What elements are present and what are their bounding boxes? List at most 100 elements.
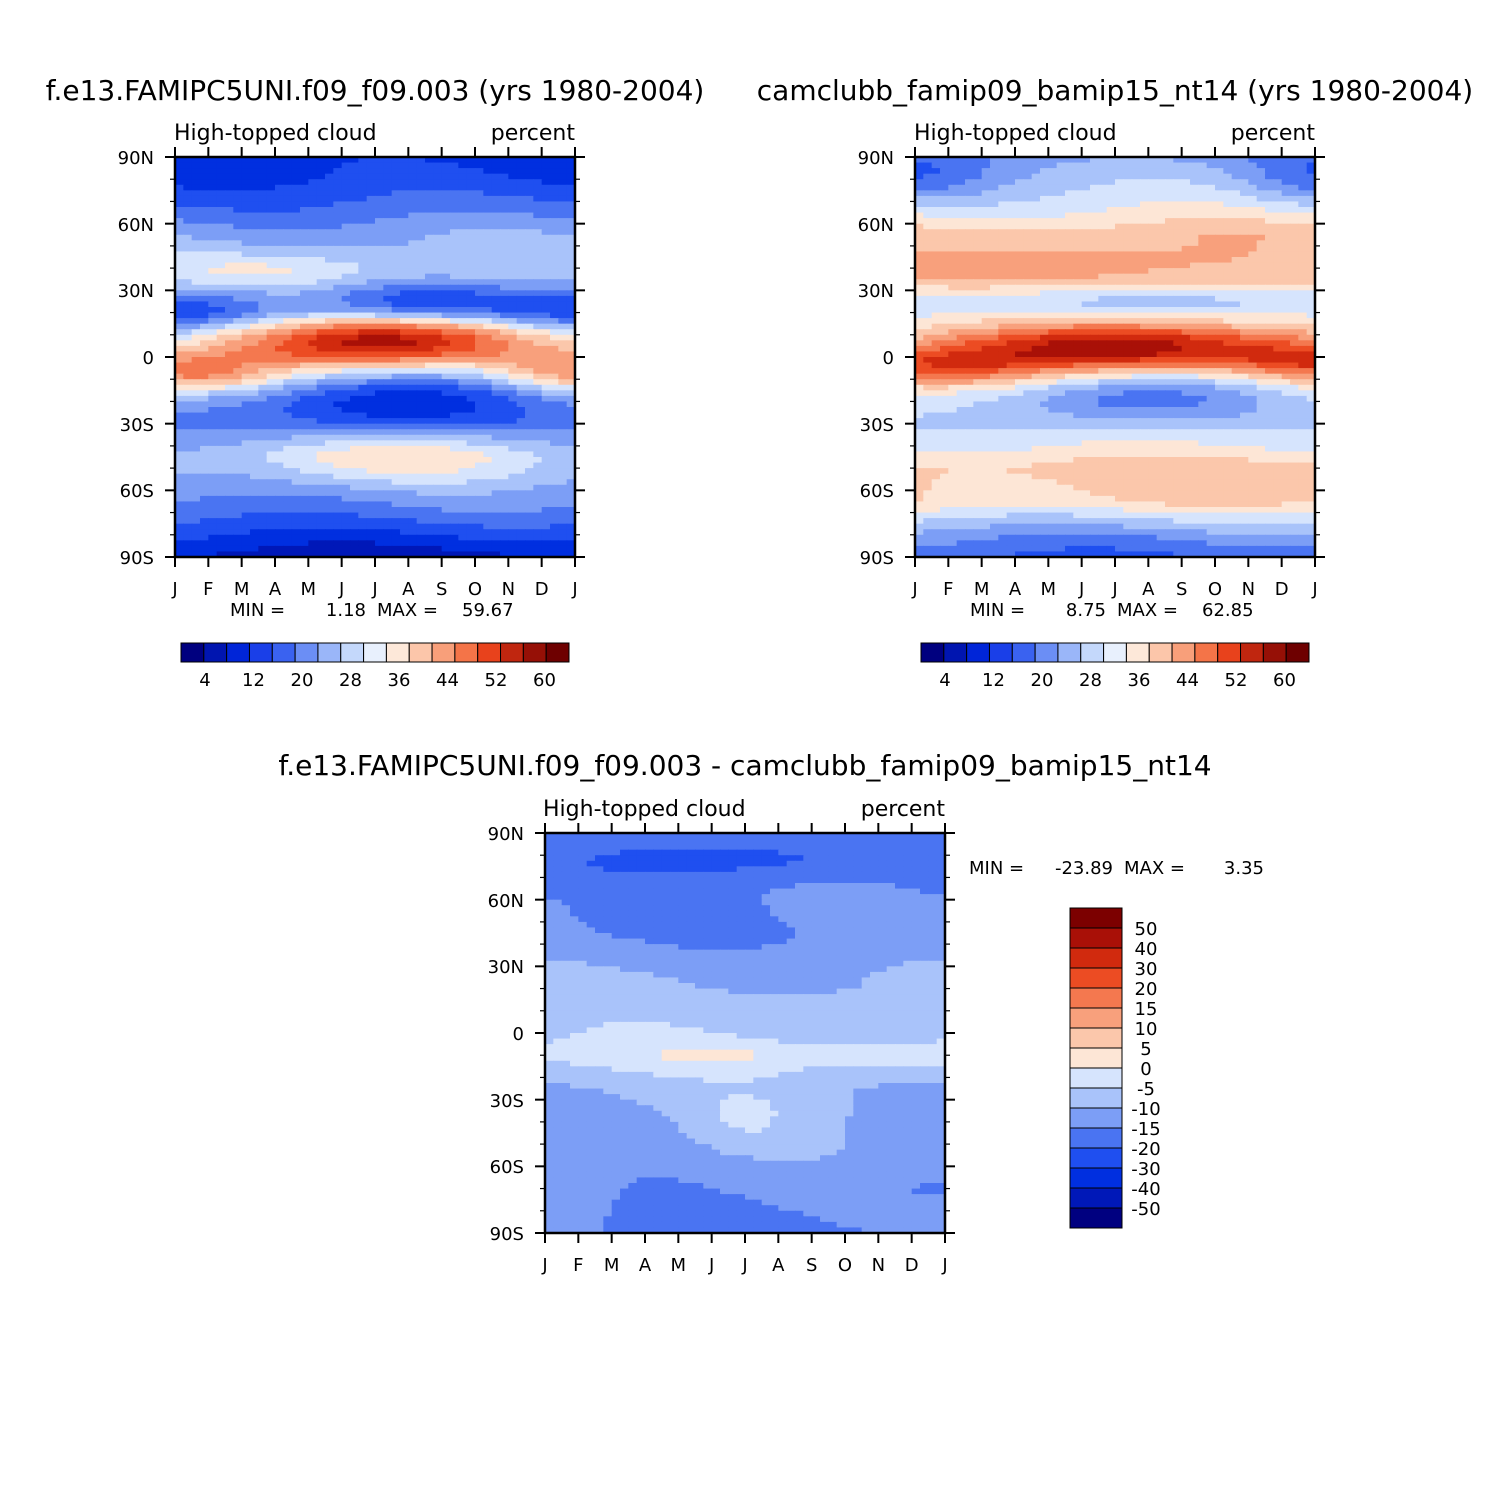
contour-cell: [1273, 207, 1283, 214]
contour-cell: [408, 295, 418, 303]
contour-cell: [541, 334, 551, 341]
contour-cell: [491, 445, 501, 453]
contour-cell: [400, 323, 409, 330]
contour-cell: [258, 168, 268, 175]
contour-cell: [408, 273, 418, 280]
contour-cell: [408, 284, 418, 291]
contour-cell: [341, 440, 351, 447]
contour-cell: [350, 457, 359, 464]
contour-cell: [175, 179, 184, 186]
contour-cell: [1106, 284, 1116, 291]
panel-1-colorbar-labels: 4 12 20 28 36 44 52 60: [199, 670, 556, 691]
contour-cell: [466, 379, 476, 386]
contour-cell: [1081, 251, 1091, 258]
contour-cell: [1281, 195, 1291, 203]
contour-cell: [990, 312, 999, 319]
contour-cell: [400, 279, 409, 286]
contour-cell: [1073, 201, 1083, 208]
contour-cell: [275, 395, 284, 403]
contour-cell: [541, 201, 551, 208]
contour-cell: [1015, 262, 1024, 269]
contour-cell: [566, 390, 576, 397]
contour-cell: [175, 512, 184, 519]
contour-cell: [1248, 245, 1258, 253]
contour-cell: [433, 523, 443, 530]
contour-cell: [241, 457, 251, 464]
contour-cell: [1231, 207, 1241, 214]
colorbar-swatch: [363, 642, 387, 663]
contour-cell: [316, 240, 326, 247]
contour-cell: [241, 445, 251, 453]
contour-cell: [366, 507, 376, 514]
contour-cell: [516, 195, 526, 203]
contour-cell: [400, 307, 409, 314]
contour-cell: [275, 190, 284, 197]
panel-1-xtick: J: [571, 579, 577, 600]
contour-cell: [408, 184, 418, 191]
contour-cell: [291, 540, 301, 547]
contour-cell: [566, 468, 576, 475]
contour-cell: [175, 412, 184, 419]
contour-cell: [391, 273, 401, 280]
contour-cell: [940, 207, 949, 214]
contour-cell: [208, 329, 218, 336]
contour-cell: [1031, 245, 1041, 253]
contour-cell: [233, 545, 243, 553]
contour-cell: [191, 512, 201, 519]
contour-cell: [1056, 284, 1066, 291]
contour-cell: [200, 445, 209, 453]
contour-cell: [1248, 301, 1258, 308]
contour-cell: [516, 234, 526, 241]
contour-cell: [558, 523, 568, 530]
contour-cell: [383, 418, 393, 425]
contour-cell: [425, 418, 434, 425]
contour-cell: [1306, 290, 1316, 297]
contour-cell: [191, 407, 201, 414]
contour-cell: [241, 418, 251, 425]
contour-cell: [1006, 290, 1016, 297]
contour-cell: [291, 429, 301, 436]
contour-cell: [558, 407, 568, 414]
contour-cell: [566, 279, 576, 286]
contour-cell: [200, 262, 209, 269]
contour-cell: [191, 334, 201, 341]
contour-cell: [366, 362, 376, 369]
contour-cell: [291, 184, 301, 191]
contour-cell: [200, 345, 209, 353]
contour-cell: [956, 318, 966, 325]
contour-cell: [408, 368, 418, 375]
contour-cell: [375, 407, 384, 414]
contour-cell: [466, 157, 476, 164]
contour-cell: [1156, 218, 1166, 225]
contour-cell: [283, 434, 293, 441]
contour-cell: [466, 184, 476, 191]
contour-cell: [508, 257, 518, 264]
contour-cell: [441, 301, 451, 308]
contour-cell: [416, 529, 426, 536]
contour-cell: [333, 273, 343, 280]
contour-cell: [408, 523, 418, 530]
contour-cell: [383, 473, 393, 480]
contour-cell: [566, 223, 576, 230]
contour-cell: [541, 190, 551, 197]
contour-cell: [291, 307, 301, 314]
contour-cell: [1023, 318, 1033, 325]
contour-cell: [400, 234, 409, 241]
contour-cell: [350, 162, 359, 169]
contour-cell: [325, 523, 334, 530]
contour-cell: [1081, 268, 1091, 275]
contour-cell: [408, 429, 418, 436]
contour-cell: [475, 251, 484, 258]
contour-cell: [300, 245, 309, 253]
contour-cell: [241, 407, 251, 414]
contour-cell: [1148, 295, 1158, 303]
panel-1-y-tick-labels: 90N 60N 30N 0 30S 60S 90S: [118, 148, 154, 569]
contour-cell: [1206, 173, 1216, 180]
contour-cell: [383, 290, 393, 297]
contour-cell: [316, 234, 326, 241]
contour-cell: [441, 484, 451, 491]
contour-cell: [1265, 262, 1274, 269]
contour-cell: [416, 179, 426, 186]
contour-cell: [1106, 240, 1116, 247]
contour-cell: [241, 312, 251, 319]
